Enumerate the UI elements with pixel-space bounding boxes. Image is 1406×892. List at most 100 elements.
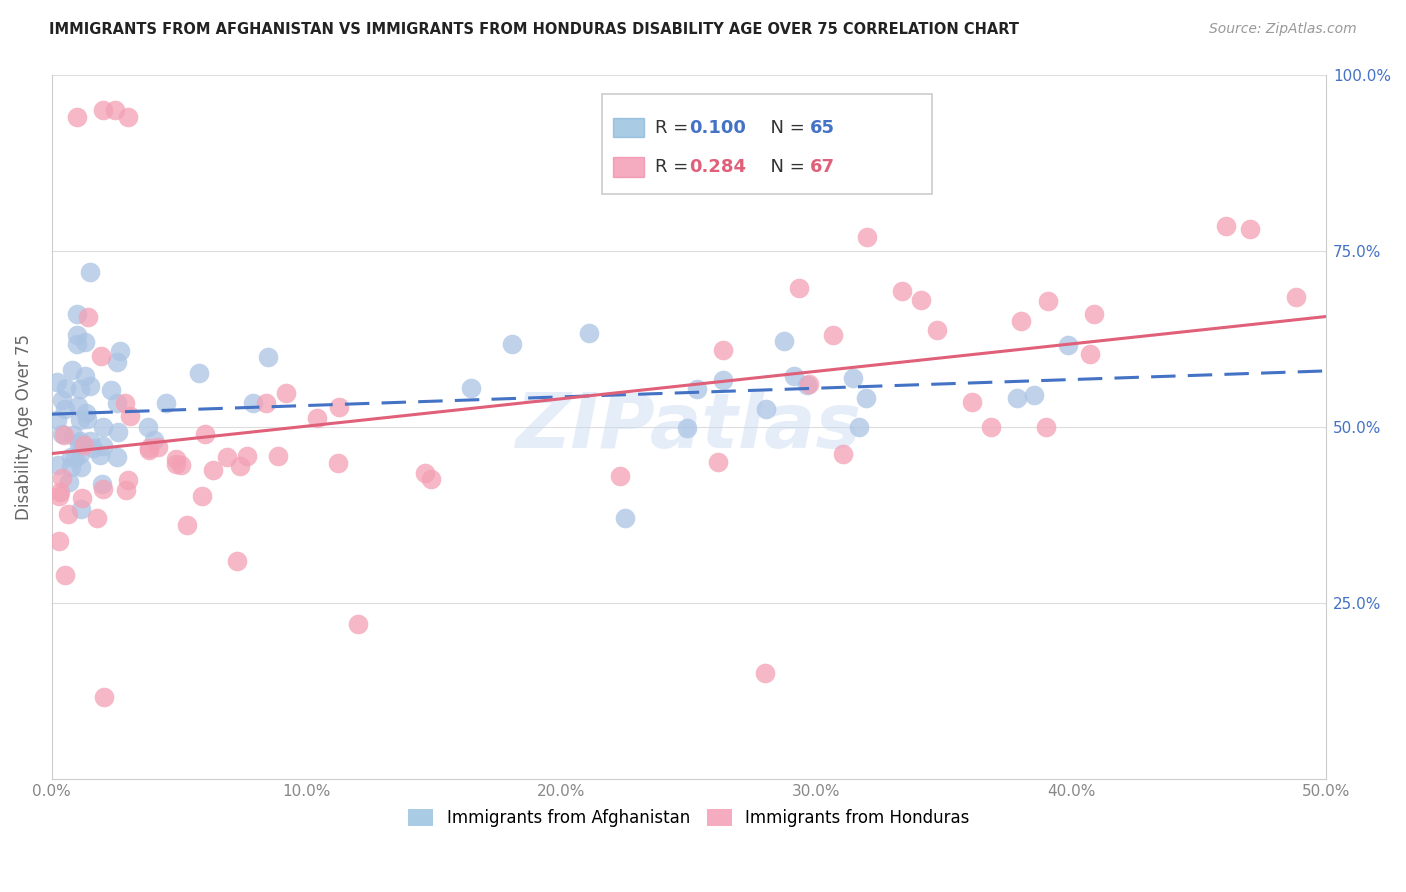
Point (75, 406, 97, 420)
Point (79, 434, 101, 449)
Point (75, 369, 97, 384)
Point (69, 434, 91, 448)
Point (104, 103, 127, 117)
Text: N =: N = (759, 158, 811, 176)
Point (91, 103, 114, 117)
Point (51, 392, 73, 407)
Point (117, 110, 139, 124)
Point (848, 420, 870, 434)
Text: R =: R = (655, 119, 695, 136)
Point (79, 378, 101, 392)
Point (823, 328, 845, 343)
Point (1010, 314, 1032, 328)
Point (755, 402, 778, 417)
Point (274, 385, 297, 400)
Text: Source: ZipAtlas.com: Source: ZipAtlas.com (1209, 22, 1357, 37)
Point (114, 396, 136, 410)
Point (73, 438, 96, 452)
Point (201, 463, 224, 477)
Point (53, 428, 76, 442)
Point (890, 285, 912, 299)
Point (960, 395, 983, 409)
Point (51, 427, 73, 442)
Point (60, 459, 83, 474)
Point (346, 616, 368, 631)
Point (1215, 219, 1237, 234)
Point (1022, 387, 1045, 401)
Point (56, 507, 79, 521)
Point (165, 458, 187, 472)
Point (225, 554, 247, 568)
Text: 67: 67 (810, 158, 835, 176)
Point (229, 458, 252, 473)
Point (1036, 294, 1059, 309)
Point (66, 328, 89, 343)
Point (69, 382, 91, 396)
Point (55, 381, 77, 395)
Point (242, 395, 264, 409)
Point (980, 420, 1002, 434)
Point (48, 484, 70, 499)
Point (789, 281, 811, 295)
Point (67, 436, 90, 450)
Point (89, 448, 111, 462)
Point (155, 396, 177, 410)
Point (609, 468, 631, 483)
Point (831, 447, 853, 461)
Point (66, 337, 89, 351)
Point (783, 369, 806, 384)
Point (187, 366, 209, 380)
Point (138, 442, 160, 457)
Text: 0.100: 0.100 (689, 119, 745, 136)
Point (578, 326, 600, 340)
Point (70, 460, 93, 475)
Text: 0.284: 0.284 (689, 158, 747, 176)
Point (90, 350, 112, 364)
Point (1083, 307, 1105, 321)
Point (77, 310, 100, 324)
Point (706, 455, 728, 469)
Point (910, 293, 932, 307)
Point (90, 477, 112, 491)
Point (63, 451, 86, 466)
Point (136, 420, 159, 434)
Point (82, 442, 104, 456)
Point (1057, 338, 1080, 352)
Point (79, 265, 101, 279)
Point (194, 427, 217, 442)
Point (86, 510, 108, 524)
Point (45, 413, 67, 427)
Point (685, 382, 707, 396)
Point (501, 337, 523, 351)
Point (711, 373, 734, 387)
Point (107, 355, 129, 369)
Point (256, 351, 278, 365)
Point (105, 450, 128, 464)
Point (856, 229, 879, 244)
Point (115, 483, 138, 497)
Point (1285, 290, 1308, 304)
Point (91, 439, 114, 453)
Point (118, 409, 141, 423)
Point (117, 473, 139, 487)
Point (415, 466, 437, 480)
Point (66, 307, 89, 321)
Legend: Immigrants from Afghanistan, Immigrants from Honduras: Immigrants from Afghanistan, Immigrants … (402, 803, 976, 834)
Y-axis label: Disability Age Over 75: Disability Age Over 75 (15, 334, 32, 520)
Point (100, 383, 122, 397)
Point (53, 568, 76, 582)
Point (254, 396, 277, 410)
Point (66, 110, 89, 124)
Point (460, 381, 482, 395)
Point (855, 391, 877, 405)
Point (107, 425, 129, 439)
Point (326, 457, 349, 471)
Point (75, 334, 97, 349)
Point (69, 447, 91, 461)
Point (66, 399, 89, 413)
Point (70, 491, 93, 505)
Point (48, 489, 70, 503)
Point (46, 458, 69, 472)
Point (1078, 347, 1101, 361)
Point (773, 334, 796, 349)
